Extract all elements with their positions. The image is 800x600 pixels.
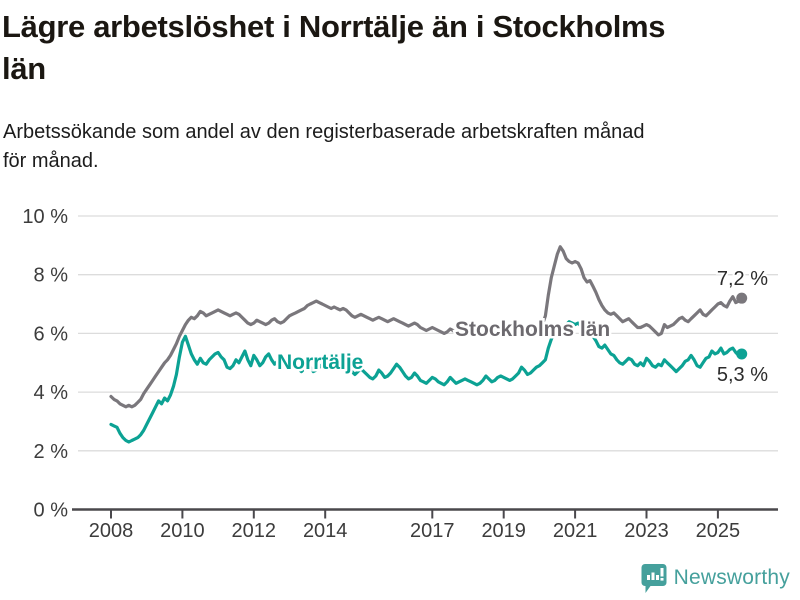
y-axis-label-10: 10 % xyxy=(22,206,68,228)
newsworthy-logo-icon xyxy=(641,564,667,593)
series-line-norrtalje xyxy=(109,320,744,444)
x-axis-label-2023: 2023 xyxy=(624,520,669,542)
y-axis-label-2: 2 % xyxy=(34,441,69,463)
y-axis-label-6: 6 % xyxy=(34,323,69,345)
x-axis-label-2019: 2019 xyxy=(481,520,526,542)
end-value-label-stockholms-lan: 7,2 % xyxy=(717,268,768,290)
x-axis-label-2014: 2014 xyxy=(303,520,348,542)
end-value-label-norrtalje: 5,3 % xyxy=(717,364,768,386)
page-subtitle: Arbetssökande som andel av den registerb… xyxy=(3,121,645,172)
series-line-stockholms-lan xyxy=(109,245,744,409)
x-axis-label-2012: 2012 xyxy=(232,520,277,542)
newsworthy-logo[interactable]: Newsworthy xyxy=(641,562,790,594)
x-axis-label-2008: 2008 xyxy=(89,520,134,542)
x-axis-label-2025: 2025 xyxy=(696,520,741,542)
y-axis-label-8: 8 % xyxy=(34,265,69,287)
page-title: Lägre arbetslöshet i Norrtälje än i Stoc… xyxy=(2,9,666,86)
series-end-dot-stockholms-lan xyxy=(736,292,748,304)
x-axis-label-2021: 2021 xyxy=(553,520,598,542)
series-label-stockholms-lan: Stockholms län xyxy=(455,318,610,341)
series-end-dot-norrtalje xyxy=(736,348,748,360)
x-axis-label-2010: 2010 xyxy=(160,520,205,542)
x-axis-label-2017: 2017 xyxy=(410,520,455,542)
series-label-norrtalje: Norrtälje xyxy=(277,351,363,374)
y-axis-label-0: 0 % xyxy=(34,500,69,522)
y-axis-label-4: 4 % xyxy=(34,382,69,404)
newsworthy-logo-text: Newsworthy xyxy=(673,566,790,589)
